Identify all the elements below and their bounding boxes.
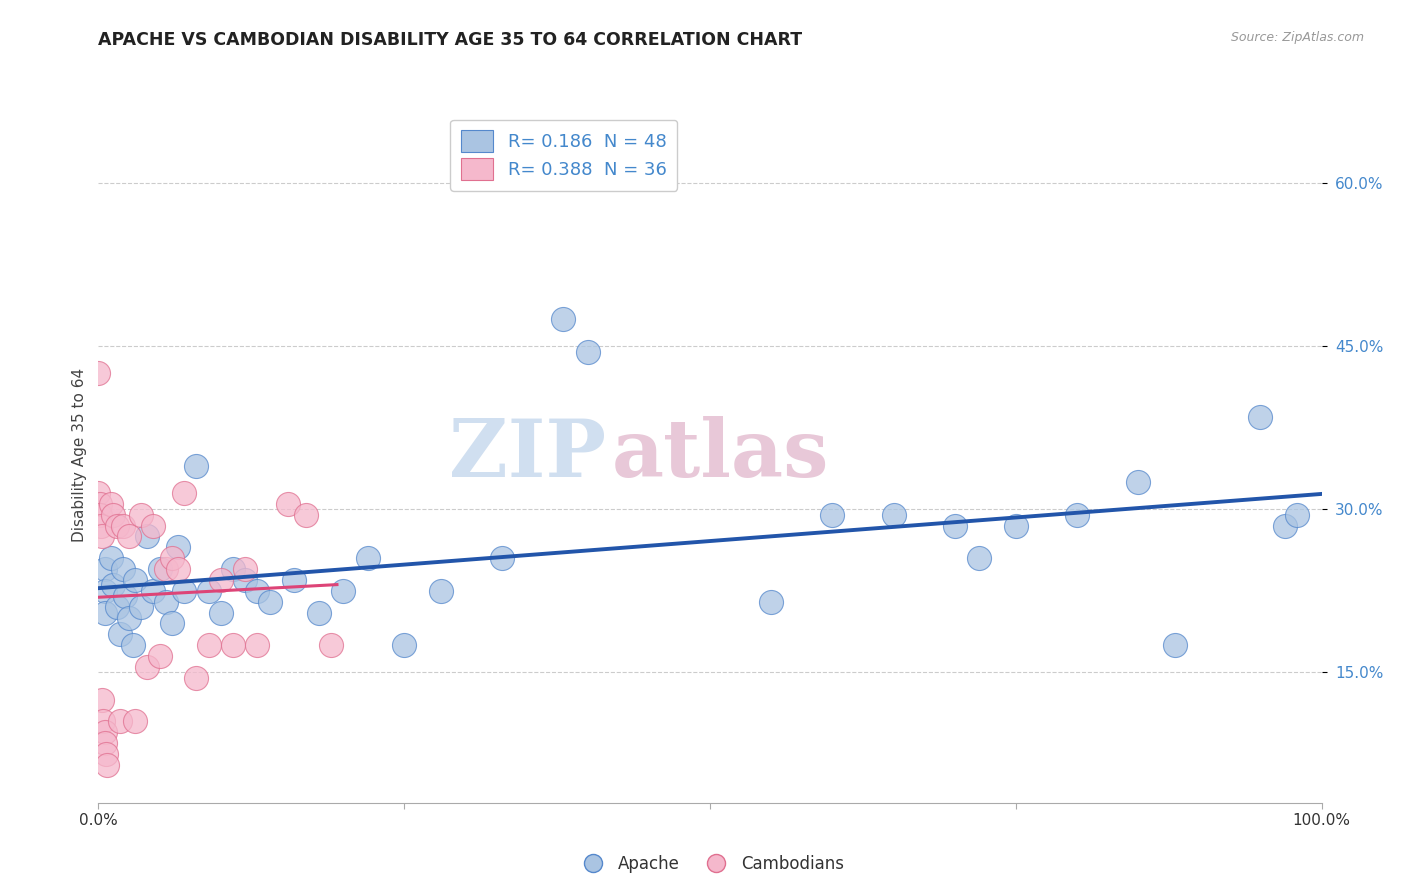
Point [118,611,141,625]
Point [1066,508,1088,522]
Point [197,638,219,652]
Point [356,551,378,566]
Point [111,562,134,576]
Point [160,551,183,566]
Point [121,638,143,652]
Point [233,562,256,576]
Point [91,714,114,729]
Point [129,508,152,522]
Point [1249,409,1271,424]
Text: Source: ZipAtlas.com: Source: ZipAtlas.com [1230,31,1364,45]
Point [295,508,318,522]
Point [129,600,152,615]
Point [308,606,330,620]
Point [93,562,115,576]
Point [186,671,208,685]
Point [155,562,177,576]
Point [943,518,966,533]
Point [1164,638,1187,652]
Point [222,638,245,652]
Point [167,541,190,555]
Point [160,616,183,631]
Point [124,714,146,729]
Point [167,562,190,576]
Point [87,486,110,500]
Point [332,583,354,598]
Point [186,458,208,473]
Point [118,529,141,543]
Point [136,660,159,674]
Point [101,508,124,522]
Point [93,606,115,620]
Point [155,595,177,609]
Legend: Apache, Cambodians: Apache, Cambodians [569,848,851,880]
Point [1128,475,1150,489]
Point [96,757,118,772]
Point [89,508,111,522]
Point [576,344,599,359]
Point [101,578,124,592]
Point [87,367,110,381]
Point [173,583,195,598]
Point [277,497,299,511]
Point [222,562,245,576]
Y-axis label: Disability Age 35 to 64: Disability Age 35 to 64 [72,368,87,542]
Point [430,583,453,598]
Point [209,573,232,587]
Text: ZIP: ZIP [449,416,606,494]
Point [1274,518,1296,533]
Point [149,648,172,663]
Point [100,497,122,511]
Point [105,518,128,533]
Point [149,562,172,576]
Point [761,595,783,609]
Point [111,518,134,533]
Point [142,583,165,598]
Point [967,551,990,566]
Point [197,583,219,598]
Text: APACHE VS CAMBODIAN DISABILITY AGE 35 TO 64 CORRELATION CHART: APACHE VS CAMBODIAN DISABILITY AGE 35 TO… [98,31,803,49]
Point [136,529,159,543]
Point [259,595,281,609]
Point [91,529,114,543]
Point [173,486,195,500]
Point [110,627,132,641]
Point [209,606,232,620]
Point [94,747,117,761]
Point [100,551,122,566]
Point [114,589,136,603]
Point [319,638,342,652]
Point [91,692,114,706]
Point [105,600,128,615]
Point [93,736,115,750]
Point [93,725,115,739]
Point [392,638,416,652]
Text: atlas: atlas [612,416,830,494]
Point [883,508,905,522]
Point [1286,508,1309,522]
Point [553,312,575,326]
Point [821,508,844,522]
Legend: R= 0.186  N = 48, R= 0.388  N = 36: R= 0.186 N = 48, R= 0.388 N = 36 [450,120,678,191]
Point [124,573,146,587]
Point [110,714,132,729]
Point [89,497,111,511]
Point [90,518,112,533]
Point [491,551,513,566]
Point [246,638,269,652]
Point [1004,518,1026,533]
Point [233,573,256,587]
Point [93,583,115,598]
Point [246,583,269,598]
Point [142,518,165,533]
Point [283,573,305,587]
